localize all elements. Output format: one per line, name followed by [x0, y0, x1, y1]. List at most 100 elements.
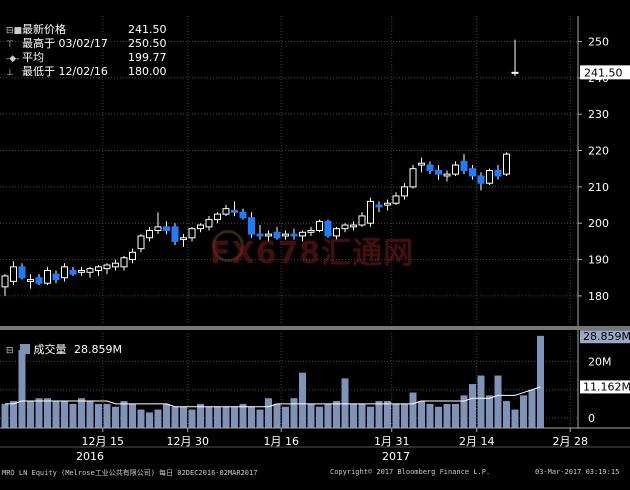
candle-body [460, 160, 468, 171]
volume-bar [78, 398, 85, 428]
volume-bar [511, 409, 519, 428]
candle-body [443, 173, 451, 177]
candle-body [333, 228, 340, 237]
x-tick-label: 1月 16 [264, 435, 300, 448]
candle-body [120, 257, 128, 268]
volume-bar [443, 403, 451, 428]
candle-body [197, 224, 204, 230]
volume-bar [231, 406, 238, 428]
volume-bar [299, 372, 306, 428]
volume-bar [324, 403, 332, 428]
candle-body [265, 233, 272, 237]
candle-body [248, 217, 255, 235]
candle-body [137, 235, 145, 250]
last-price-badge-label: 241.50 [584, 66, 623, 79]
volume-bar [486, 395, 493, 428]
volume-bar [120, 401, 128, 428]
volume-bar [180, 406, 187, 428]
watermark-text: FX678汇通网 [210, 236, 415, 271]
candle-body [401, 186, 408, 197]
candle-body [239, 211, 247, 219]
candle-body [299, 231, 306, 237]
candle-body [375, 204, 383, 208]
volume-bar [477, 375, 485, 428]
legend-low-value: 180.00 [128, 65, 167, 78]
candle-body [435, 170, 442, 175]
candle-body [146, 229, 153, 239]
candle-body [426, 164, 434, 171]
candle-body [350, 224, 357, 228]
candle-body [273, 231, 281, 239]
candle-body [205, 219, 213, 228]
candle-body [10, 266, 17, 282]
volume-series-label: 成交量 [33, 343, 67, 356]
candle-body [86, 268, 94, 273]
candle-body [392, 195, 400, 204]
candle-body [95, 266, 102, 271]
candle-body [222, 208, 230, 215]
average-line-icon: -◆- [6, 54, 20, 64]
candle-body [154, 226, 162, 231]
candle-body [503, 153, 510, 175]
x-tick-label: 2月 14 [459, 435, 495, 448]
x-tick-label: 12月 30 [167, 435, 210, 448]
volume-bar [10, 401, 17, 428]
high-marker-icon: ⊤ [6, 40, 14, 50]
candle-body [282, 233, 289, 237]
candle-body [290, 233, 298, 237]
candle-body [316, 220, 323, 231]
volume-bar [222, 406, 230, 428]
candle-body [418, 162, 425, 166]
volume-bar [129, 403, 136, 428]
candle-body [511, 71, 519, 74]
candle-body [103, 264, 111, 270]
volume-value-badge-label: 28.859M [583, 330, 630, 343]
volume-bar [358, 403, 366, 428]
volume-bar [248, 406, 255, 428]
x-tick-label: 12月 15 [82, 435, 125, 448]
footer-ticker: MRO LN Equity (Melrose工业公共有限公司) 每日 02DEC… [2, 469, 258, 477]
volume-bar [1, 403, 9, 428]
footer-copyright: Copyright© 2017 Bloomberg Finance L.P. [330, 468, 491, 476]
volume-bar [418, 401, 425, 428]
volume-bar [265, 398, 272, 428]
low-marker-icon: ⊥ [6, 68, 14, 78]
candle-body [324, 220, 332, 237]
last-price-icon: ⊟■ [6, 26, 23, 36]
candle-body [452, 164, 459, 175]
volume-bar [392, 403, 400, 428]
price-tick-label: 210 [588, 181, 609, 194]
candle-body [129, 251, 136, 261]
volume-ma-badge [580, 380, 630, 394]
collapse-icon[interactable]: ⊟ [6, 346, 14, 356]
volume-bar [52, 401, 60, 428]
legend-high-label: 最高于 03/02/17 [22, 37, 108, 50]
candle-body [78, 269, 85, 273]
volume-bar [375, 401, 383, 428]
volume-bar [341, 378, 349, 428]
volume-bar [171, 406, 179, 428]
volume-bar [452, 403, 459, 428]
volume-bar [86, 401, 94, 428]
volume-bar [154, 409, 162, 428]
volume-bar [460, 395, 468, 428]
volume-bar [290, 398, 298, 428]
volume-bar [494, 375, 502, 428]
x-tick-label: 1月 31 [374, 435, 410, 448]
volume-bar [273, 403, 281, 428]
candle-body [341, 224, 349, 230]
volume-bar [435, 406, 442, 428]
volume-bar [384, 401, 391, 428]
price-tick-label: 190 [588, 254, 609, 267]
volume-bar [214, 406, 221, 428]
volume-tick-label: 20M [588, 355, 612, 368]
x-tick-label: 2月 28 [553, 435, 589, 448]
volume-bar [401, 403, 408, 428]
candle-body [163, 226, 170, 231]
volume-value-badge [580, 330, 630, 344]
volume-value: 28.859M [74, 343, 123, 356]
last-price-badge [580, 65, 630, 80]
legend-avg-value: 199.77 [128, 51, 167, 64]
